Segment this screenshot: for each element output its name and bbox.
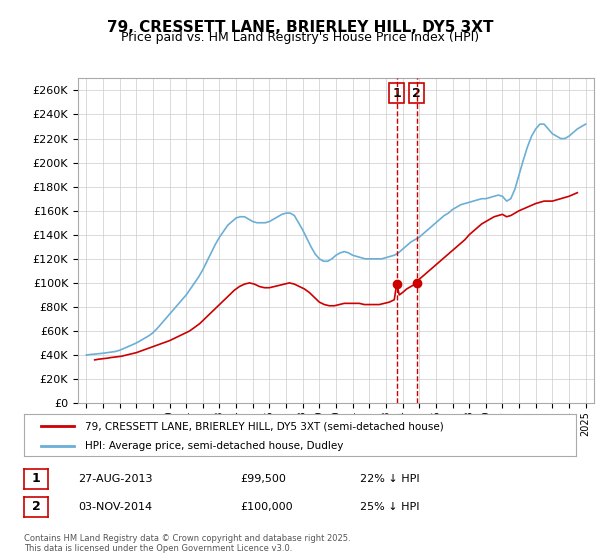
Text: 22% ↓ HPI: 22% ↓ HPI xyxy=(360,474,419,484)
Text: HPI: Average price, semi-detached house, Dudley: HPI: Average price, semi-detached house,… xyxy=(85,441,343,451)
Text: 2: 2 xyxy=(32,500,40,514)
Text: 79, CRESSETT LANE, BRIERLEY HILL, DY5 3XT (semi-detached house): 79, CRESSETT LANE, BRIERLEY HILL, DY5 3X… xyxy=(85,421,443,431)
Text: Price paid vs. HM Land Registry's House Price Index (HPI): Price paid vs. HM Land Registry's House … xyxy=(121,31,479,44)
Text: 1: 1 xyxy=(32,472,40,486)
Text: 25% ↓ HPI: 25% ↓ HPI xyxy=(360,502,419,512)
Text: 79, CRESSETT LANE, BRIERLEY HILL, DY5 3XT: 79, CRESSETT LANE, BRIERLEY HILL, DY5 3X… xyxy=(107,20,493,35)
Text: £99,500: £99,500 xyxy=(240,474,286,484)
Text: Contains HM Land Registry data © Crown copyright and database right 2025.
This d: Contains HM Land Registry data © Crown c… xyxy=(24,534,350,553)
Text: £100,000: £100,000 xyxy=(240,502,293,512)
Text: 27-AUG-2013: 27-AUG-2013 xyxy=(78,474,152,484)
Text: 03-NOV-2014: 03-NOV-2014 xyxy=(78,502,152,512)
Text: 1: 1 xyxy=(392,87,401,100)
Text: 2: 2 xyxy=(412,87,421,100)
